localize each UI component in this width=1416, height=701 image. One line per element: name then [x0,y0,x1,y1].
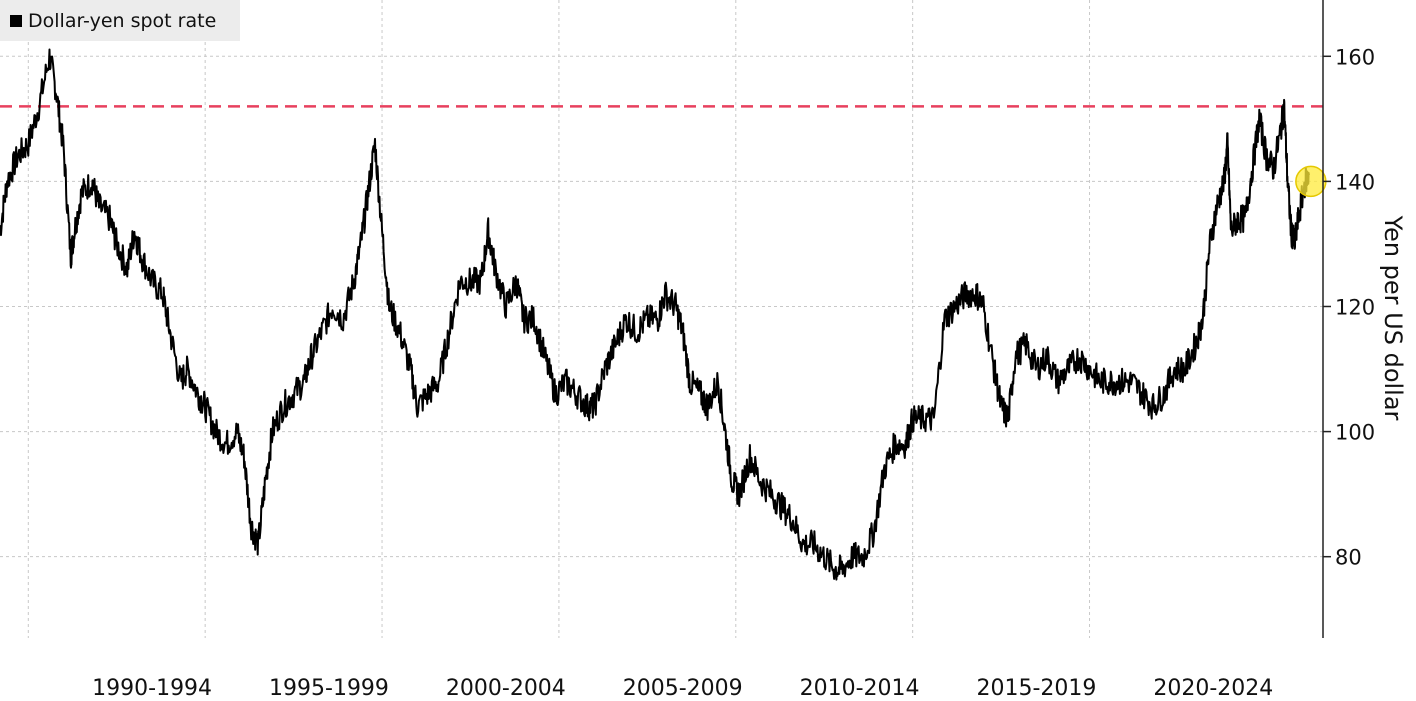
legend-label: Dollar-yen spot rate [28,9,217,32]
x-period-label-5: 2015-2019 [977,676,1097,701]
y-tick-label-160: 160 [1335,45,1375,69]
series-line [0,48,1310,581]
y-tick-label-140: 140 [1335,170,1375,194]
y-tick-label-80: 80 [1335,546,1362,570]
y-tick-label-120: 120 [1335,295,1375,319]
y-axis: 80 100 120 140 160 [1322,0,1375,638]
x-period-label-1: 1995-1999 [269,676,389,701]
y-axis-title: Yen per US dollar [1379,215,1407,421]
highlight-group [1295,165,1327,198]
x-period-label-4: 2010-2014 [800,676,920,701]
legend-swatch [10,14,22,27]
series-group [0,48,1310,581]
y-tick-label-100: 100 [1335,421,1375,445]
legend: Dollar-yen spot rate [0,0,240,41]
x-axis: 1990-1994 1995-1999 2000-2004 2005-2009 2010… [92,676,1273,701]
x-period-label-6: 2020-2024 [1153,676,1273,701]
x-period-label-3: 2005-2009 [623,676,743,701]
x-period-label-0: 1990-1994 [92,676,212,701]
x-period-label-2: 2000-2004 [446,676,566,701]
highlight-point [1295,165,1327,198]
